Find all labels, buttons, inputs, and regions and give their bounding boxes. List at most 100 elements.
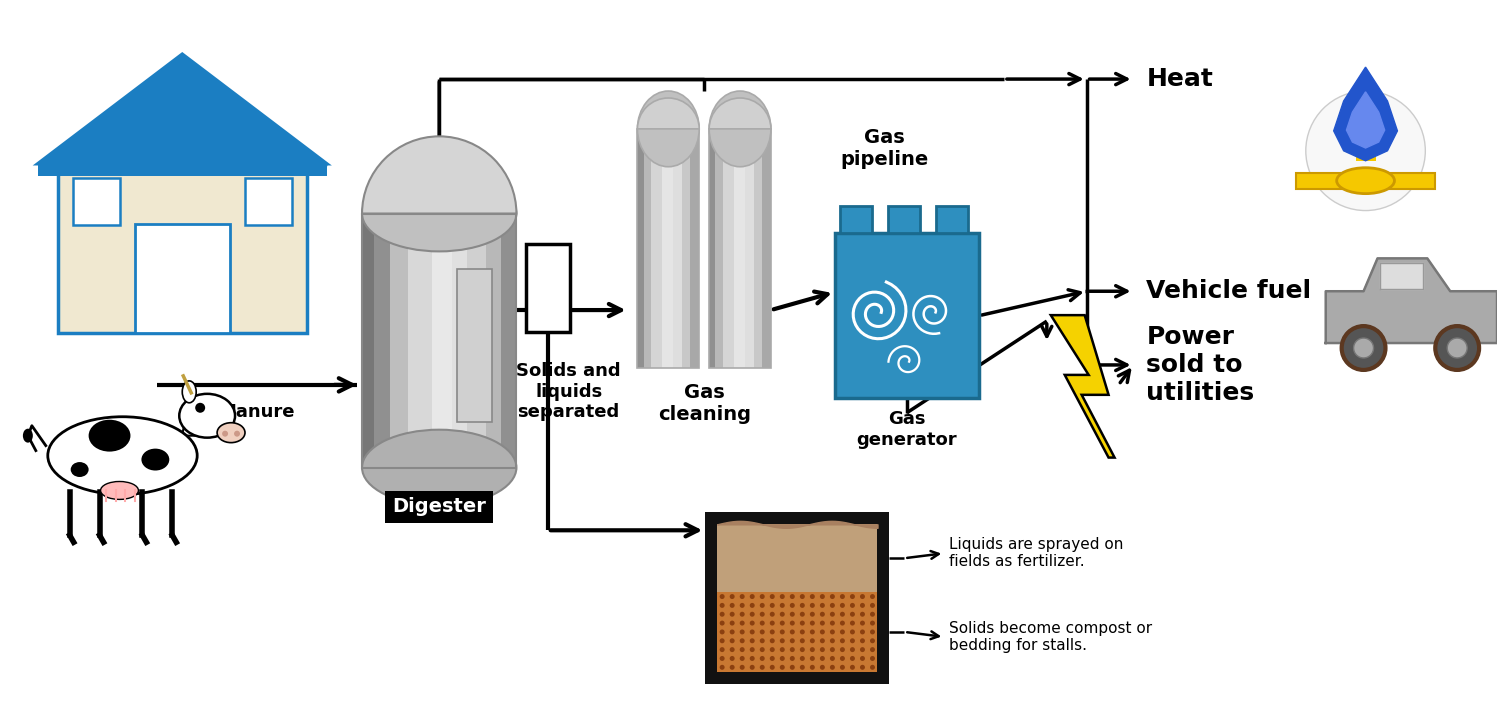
Bar	[651, 129, 662, 368]
Circle shape	[790, 665, 795, 670]
Circle shape	[859, 594, 865, 599]
Bar	[135, 224, 230, 333]
Bar	[936, 205, 968, 233]
Circle shape	[821, 638, 825, 643]
Circle shape	[850, 638, 855, 643]
Circle shape	[759, 665, 765, 670]
Circle shape	[859, 656, 865, 661]
Circle shape	[800, 621, 806, 626]
Circle shape	[810, 665, 814, 670]
Circle shape	[850, 665, 855, 670]
Circle shape	[850, 621, 855, 626]
Circle shape	[750, 638, 754, 643]
Circle shape	[790, 594, 795, 599]
Bar	[390, 214, 408, 467]
Circle shape	[870, 629, 874, 634]
Bar	[244, 178, 292, 226]
Ellipse shape	[22, 429, 33, 443]
Circle shape	[1306, 91, 1425, 211]
Circle shape	[750, 612, 754, 617]
Bar	[710, 129, 716, 368]
Circle shape	[800, 594, 806, 599]
Circle shape	[770, 647, 774, 652]
Circle shape	[800, 603, 806, 608]
Circle shape	[729, 594, 735, 599]
Circle shape	[740, 603, 744, 608]
Circle shape	[1341, 326, 1386, 370]
Circle shape	[770, 603, 774, 608]
Circle shape	[821, 621, 825, 626]
Circle shape	[780, 638, 784, 643]
Circle shape	[729, 656, 735, 661]
Circle shape	[800, 665, 806, 670]
Ellipse shape	[362, 176, 516, 252]
Bar	[1356, 141, 1376, 161]
Circle shape	[720, 621, 724, 626]
Circle shape	[830, 629, 836, 634]
Circle shape	[790, 647, 795, 652]
Circle shape	[821, 603, 825, 608]
Text: Gas
cleaning: Gas cleaning	[657, 383, 750, 424]
Circle shape	[1448, 338, 1467, 358]
Circle shape	[830, 647, 836, 652]
Circle shape	[759, 656, 765, 661]
Circle shape	[870, 647, 874, 652]
Bar	[705, 512, 890, 684]
Bar	[888, 205, 920, 233]
Circle shape	[234, 431, 240, 437]
Circle shape	[810, 603, 814, 608]
Circle shape	[759, 621, 765, 626]
Circle shape	[740, 621, 744, 626]
Ellipse shape	[362, 430, 516, 505]
Circle shape	[830, 656, 836, 661]
Polygon shape	[38, 54, 327, 164]
Text: Power
sold to
utilities: Power sold to utilities	[1146, 325, 1254, 405]
Text: Liquids are sprayed on
fields as fertilizer.: Liquids are sprayed on fields as fertili…	[950, 537, 1124, 569]
Text: Solids and
liquids
separated: Solids and liquids separated	[516, 362, 621, 422]
Circle shape	[729, 612, 735, 617]
Bar	[501, 214, 516, 467]
Circle shape	[810, 638, 814, 643]
Circle shape	[800, 647, 806, 652]
Circle shape	[840, 594, 844, 599]
Circle shape	[750, 656, 754, 661]
Circle shape	[759, 603, 765, 608]
Circle shape	[859, 603, 865, 608]
Circle shape	[740, 612, 744, 617]
Ellipse shape	[180, 394, 236, 438]
Circle shape	[759, 612, 765, 617]
Circle shape	[780, 629, 784, 634]
Polygon shape	[1326, 259, 1497, 343]
Circle shape	[790, 621, 795, 626]
Circle shape	[800, 638, 806, 643]
Circle shape	[720, 629, 724, 634]
Ellipse shape	[638, 91, 699, 167]
Circle shape	[810, 629, 814, 634]
Circle shape	[729, 621, 735, 626]
Ellipse shape	[100, 482, 138, 499]
Circle shape	[759, 629, 765, 634]
Bar	[638, 129, 699, 368]
Ellipse shape	[183, 381, 196, 403]
Circle shape	[740, 629, 744, 634]
Circle shape	[790, 603, 795, 608]
Bar	[638, 129, 644, 368]
Bar	[734, 129, 746, 368]
Ellipse shape	[710, 91, 771, 167]
Circle shape	[195, 403, 206, 413]
Bar	[662, 129, 674, 368]
Circle shape	[821, 612, 825, 617]
Circle shape	[830, 621, 836, 626]
Bar	[408, 214, 432, 467]
Bar	[746, 129, 753, 368]
Bar	[38, 164, 327, 176]
Circle shape	[750, 603, 754, 608]
Wedge shape	[638, 98, 699, 129]
Circle shape	[759, 638, 765, 643]
Circle shape	[850, 594, 855, 599]
Circle shape	[770, 638, 774, 643]
Polygon shape	[1052, 315, 1114, 458]
Ellipse shape	[141, 449, 170, 470]
Bar	[486, 214, 501, 467]
Bar	[717, 524, 878, 592]
